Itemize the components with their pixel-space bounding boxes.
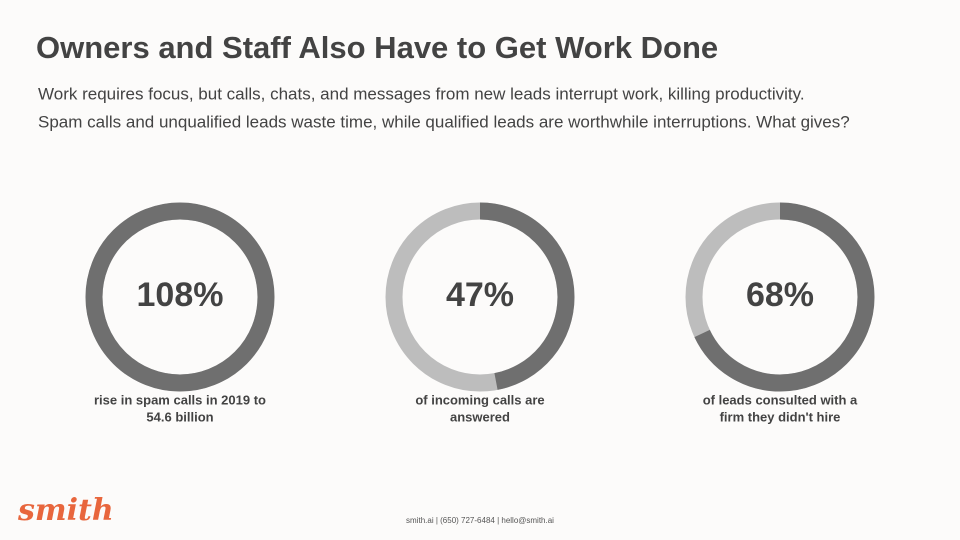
stat-caption: rise in spam calls in 2019 to bbox=[94, 392, 266, 407]
subtitle: Spam calls and unqualified leads waste t… bbox=[38, 112, 850, 131]
stat-caption: firm they didn't hire bbox=[720, 409, 841, 424]
donut-arc bbox=[385, 202, 575, 392]
stat-caption: of leads consulted with a bbox=[703, 392, 858, 407]
title: Owners and Staff Also Have to Get Work D… bbox=[36, 30, 718, 65]
stat-caption: 54.6 billion bbox=[146, 409, 213, 424]
stat-caption: answered bbox=[450, 409, 510, 424]
stat-value: 68% bbox=[746, 276, 814, 314]
footer-contact: smith.ai | (650) 727-6484 | hello@smith.… bbox=[406, 516, 554, 525]
donut-arc bbox=[85, 202, 275, 392]
donut-arc bbox=[685, 202, 875, 392]
logo: smith bbox=[17, 493, 114, 528]
stat-caption: of incoming calls are bbox=[415, 392, 544, 407]
subtitle: Work requires focus, but calls, chats, a… bbox=[38, 84, 805, 103]
stat-value: 47% bbox=[446, 276, 514, 314]
stat-value: 108% bbox=[137, 276, 224, 314]
